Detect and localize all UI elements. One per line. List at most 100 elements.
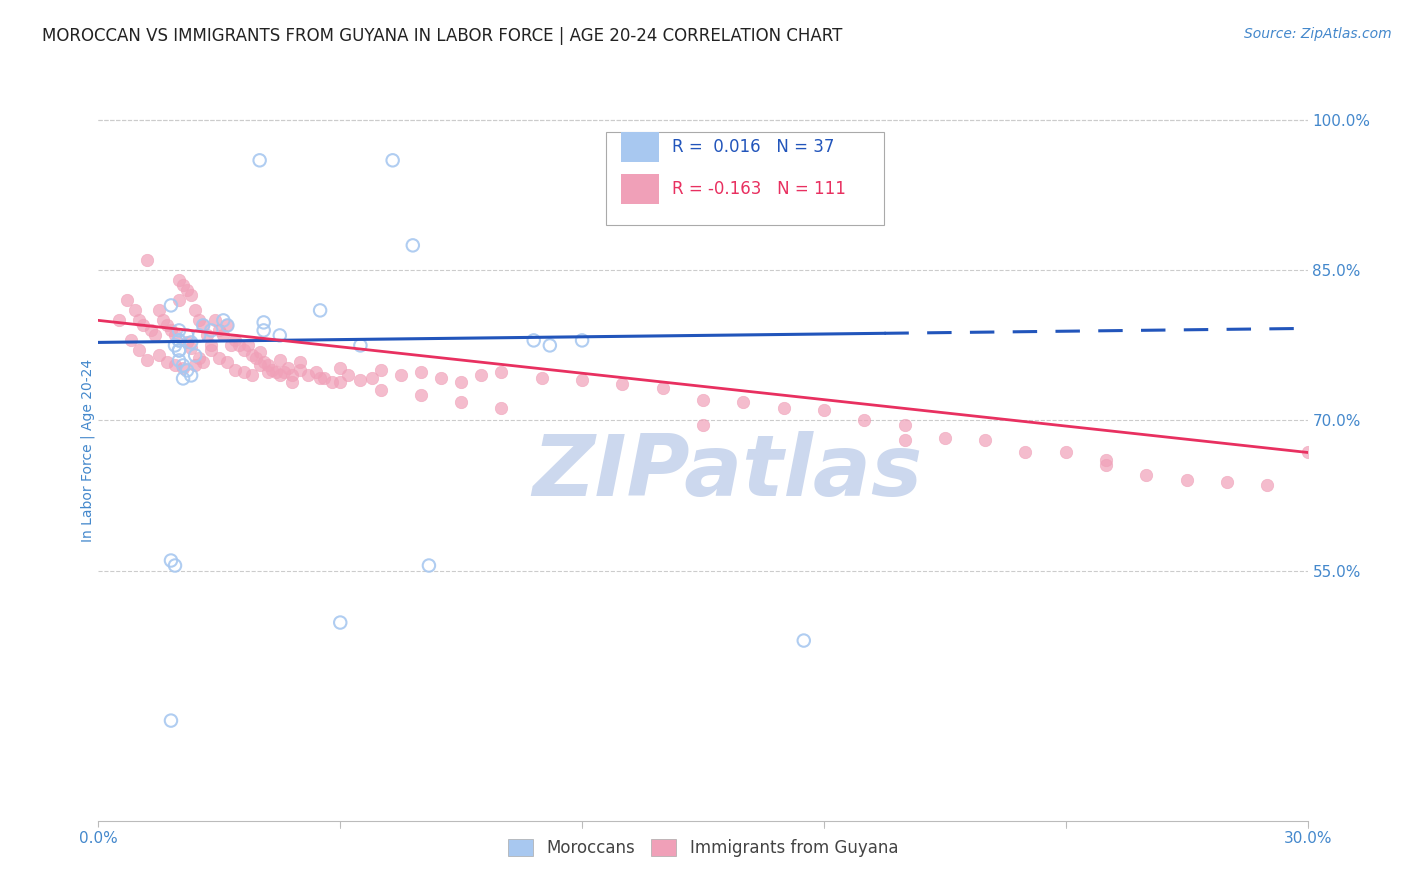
Point: [163, 359, 186, 373]
Point: [180, 368, 202, 383]
Point: [167, 353, 190, 368]
Point: [195, 328, 218, 343]
Point: [692, 418, 714, 433]
Point: [772, 401, 794, 416]
Point: [148, 348, 170, 362]
Point: [167, 323, 190, 337]
Point: [224, 334, 246, 348]
Point: [217, 355, 239, 369]
Point: [1054, 445, 1077, 459]
Point: [288, 355, 311, 369]
Point: [1256, 478, 1278, 492]
Point: [409, 366, 432, 380]
Point: [172, 361, 194, 376]
Point: [200, 323, 222, 337]
Point: [571, 373, 593, 387]
Point: [321, 376, 343, 390]
Point: [269, 353, 291, 368]
Point: [163, 338, 186, 352]
Point: [450, 376, 472, 390]
Point: [217, 318, 239, 333]
Point: [167, 334, 190, 348]
Point: [853, 413, 876, 427]
Point: [188, 351, 211, 366]
Point: [167, 343, 190, 358]
Point: [381, 153, 404, 168]
Point: [236, 338, 259, 352]
Point: [167, 293, 190, 308]
Point: [156, 318, 179, 333]
Point: [370, 363, 392, 377]
Text: R =  0.016   N = 37: R = 0.016 N = 37: [672, 138, 834, 156]
Point: [163, 328, 186, 343]
Point: [530, 371, 553, 385]
Point: [224, 363, 246, 377]
Point: [249, 153, 271, 168]
Text: Source: ZipAtlas.com: Source: ZipAtlas.com: [1244, 27, 1392, 41]
Point: [167, 343, 190, 358]
Point: [269, 328, 291, 343]
Point: [193, 318, 215, 333]
Point: [370, 384, 392, 398]
Point: [361, 371, 384, 385]
Point: [167, 273, 190, 287]
Point: [132, 318, 155, 333]
FancyBboxPatch shape: [621, 174, 659, 204]
Point: [402, 238, 425, 252]
Point: [217, 318, 239, 333]
Text: MOROCCAN VS IMMIGRANTS FROM GUYANA IN LABOR FORCE | AGE 20-24 CORRELATION CHART: MOROCCAN VS IMMIGRANTS FROM GUYANA IN LA…: [42, 27, 842, 45]
Point: [172, 371, 194, 385]
Point: [160, 714, 183, 728]
FancyBboxPatch shape: [606, 132, 884, 225]
Point: [156, 355, 179, 369]
Point: [193, 318, 215, 333]
Point: [305, 366, 328, 380]
Point: [249, 345, 271, 359]
Point: [124, 303, 146, 318]
Point: [893, 418, 915, 433]
Point: [1014, 445, 1036, 459]
Point: [269, 368, 291, 383]
Text: R = -0.163   N = 111: R = -0.163 N = 111: [672, 180, 845, 198]
Point: [1216, 475, 1239, 490]
Point: [188, 313, 211, 327]
Point: [1135, 468, 1157, 483]
Point: [491, 366, 513, 380]
Point: [571, 334, 593, 348]
Point: [1175, 474, 1198, 488]
Point: [160, 323, 183, 337]
Point: [277, 361, 299, 376]
Point: [256, 366, 278, 380]
Point: [221, 338, 243, 352]
Point: [107, 313, 129, 327]
Point: [1296, 445, 1319, 459]
Point: [212, 313, 235, 327]
Point: [128, 343, 150, 358]
Point: [418, 558, 440, 573]
Point: [1095, 458, 1118, 473]
Text: ZIPatlas: ZIPatlas: [531, 431, 922, 514]
Point: [813, 403, 835, 417]
Point: [281, 368, 304, 383]
Point: [180, 288, 202, 302]
Point: [152, 313, 174, 327]
Point: [232, 366, 254, 380]
Point: [120, 334, 142, 348]
Point: [184, 359, 207, 373]
Legend: Moroccans, Immigrants from Guyana: Moroccans, Immigrants from Guyana: [501, 832, 905, 864]
Point: [180, 335, 202, 350]
Point: [135, 353, 157, 368]
Point: [184, 348, 207, 362]
Point: [297, 368, 319, 383]
Point: [733, 395, 755, 409]
Point: [470, 368, 492, 383]
Point: [204, 313, 226, 327]
Point: [188, 328, 211, 343]
Point: [180, 342, 202, 356]
Point: [240, 368, 263, 383]
Point: [793, 633, 815, 648]
Point: [115, 293, 138, 308]
Point: [176, 328, 198, 343]
Point: [176, 335, 198, 350]
Point: [260, 363, 283, 377]
